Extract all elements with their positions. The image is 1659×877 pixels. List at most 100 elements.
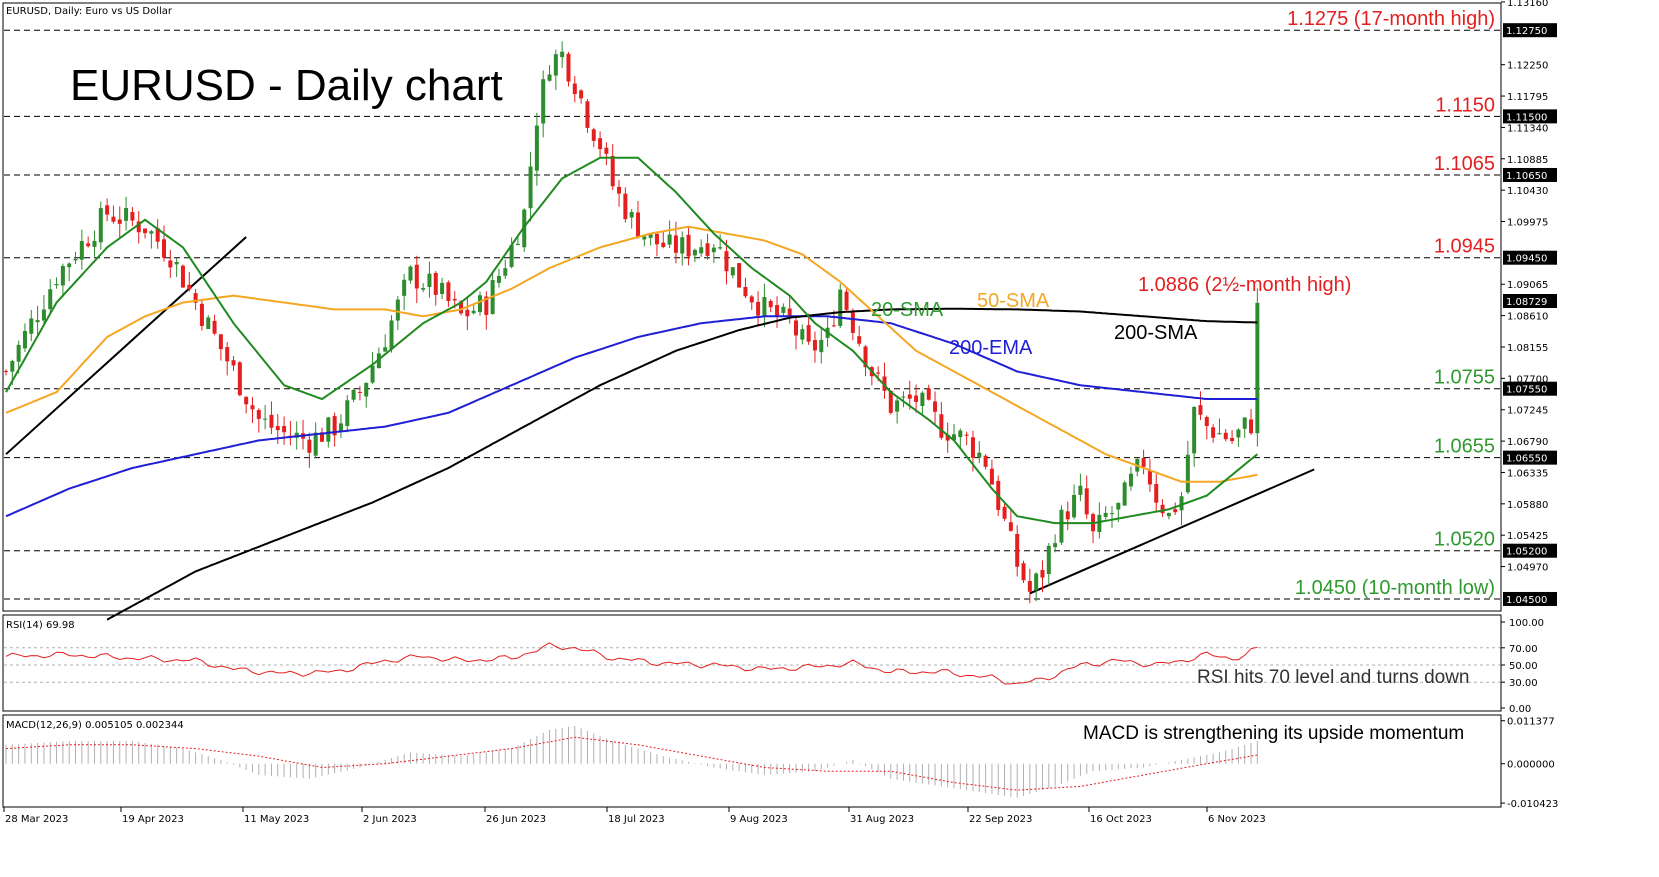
candle-body: [35, 320, 40, 323]
candle-body: [307, 439, 312, 453]
price-tick-label: 1.11795: [1507, 92, 1548, 103]
candle-body: [636, 212, 640, 238]
candle-body: [345, 400, 350, 427]
rsi-tick-label: 50.00: [1509, 661, 1538, 672]
candle-body: [471, 310, 476, 314]
level-axis-label: 1.12750: [1506, 26, 1547, 37]
main-panel-frame: [2, 2, 1502, 612]
level-axis-box: [1503, 250, 1557, 265]
rsi-indicator: 100.00 70.00 50.00 30.00 0.00: [4, 618, 1544, 715]
candle-body: [775, 305, 780, 317]
candle-body: [1072, 494, 1077, 518]
candle-body: [888, 390, 893, 413]
candle-body: [970, 437, 975, 458]
candle-body: [844, 291, 849, 310]
candle-body: [882, 376, 887, 391]
sma20-label: 20-SMA: [871, 299, 944, 321]
level-label: 1.0755: [1434, 367, 1495, 389]
candle-body: [1211, 427, 1216, 438]
candle-body: [218, 334, 223, 350]
candle-body: [105, 205, 110, 215]
candle-body: [895, 400, 900, 412]
date-axis: 28 Mar 2023 19 Apr 2023 11 May 2023 2 Jun 2…: [3, 807, 1266, 825]
level-axis-box: [1503, 543, 1557, 558]
price-tick-label: 1.09065: [1507, 280, 1548, 291]
candle-body: [610, 155, 615, 187]
date-tick-label: 16 Oct 2023: [1090, 814, 1152, 825]
candle-body: [1084, 488, 1089, 515]
candle-body: [275, 426, 280, 431]
candle-body: [1147, 470, 1152, 485]
level-axis-label: 1.04500: [1506, 595, 1547, 606]
level-axis-box: [1503, 167, 1557, 182]
candle-body: [73, 258, 78, 261]
candle-body: [421, 288, 426, 290]
candle-body: [465, 309, 470, 317]
candle-body: [357, 391, 362, 393]
price-tick-label: 1.05880: [1507, 500, 1548, 511]
trendlines: [5, 236, 1315, 595]
candle-body: [1173, 509, 1178, 513]
price-tick-label: 1.10430: [1507, 186, 1548, 197]
candle-body: [1255, 302, 1260, 434]
candle-body: [231, 360, 236, 366]
candle-body: [800, 329, 805, 340]
candle-body: [1002, 506, 1007, 519]
candle-body: [1242, 417, 1247, 429]
sma200-line: [106, 307, 1258, 621]
price-tick-label: 1.04970: [1507, 563, 1548, 574]
candle-body: [383, 347, 388, 352]
level-axis-label: 1.10650: [1506, 171, 1547, 182]
candle-body: [541, 79, 546, 124]
candle-body: [718, 247, 723, 249]
candle-body: [724, 251, 729, 272]
level-label: 1.1065: [1434, 153, 1495, 175]
date-tick-label: 2 Jun 2023: [363, 814, 417, 825]
date-tick-label: 11 May 2023: [244, 814, 309, 825]
level-axis-label: 1.07550: [1506, 385, 1547, 396]
candle-body: [560, 51, 565, 58]
macd-note: MACD is strengthening its upside momentu…: [1083, 723, 1464, 744]
date-tick-label: 6 Nov 2023: [1208, 814, 1266, 825]
candle-body: [566, 53, 571, 82]
candle-body: [427, 273, 432, 288]
candle-body: [86, 243, 91, 247]
candle-body: [338, 423, 343, 432]
candle-body: [1097, 514, 1102, 533]
candle-body: [395, 299, 400, 321]
candle-body: [124, 208, 129, 221]
candle-body: [964, 434, 969, 436]
candle-body: [370, 365, 375, 383]
candle-body: [313, 432, 318, 456]
candle-body: [503, 268, 508, 276]
candle-body: [199, 303, 204, 327]
chart-title: EURUSD - Daily chart: [70, 61, 503, 110]
price-tick-label: 1.08155: [1507, 343, 1548, 354]
candle-body: [1034, 573, 1039, 591]
candle-body: [920, 392, 925, 406]
price-tick-label: 1.07245: [1507, 406, 1548, 417]
candle-body: [22, 330, 27, 349]
price-tick-label: 1.06335: [1507, 468, 1548, 479]
rsi-panel-frame: [2, 614, 1502, 712]
candle-body: [433, 272, 438, 295]
candle-body: [320, 432, 324, 442]
candle-body: [149, 231, 154, 234]
candle-body: [939, 414, 944, 438]
candle-body: [446, 282, 451, 301]
candle-body: [402, 279, 407, 296]
candle-body: [699, 247, 704, 254]
ema200-label: 200-EMA: [949, 337, 1033, 359]
candle-body: [1027, 580, 1032, 592]
price-tick-label: 1.10885: [1507, 155, 1548, 166]
candle-body: [187, 284, 192, 290]
candle-body: [654, 233, 659, 245]
candle-body: [781, 306, 786, 313]
candle-body: [29, 318, 34, 334]
candle-body: [730, 267, 735, 276]
candle-body: [1198, 405, 1203, 415]
macd-tick-label: 0.000000: [1507, 760, 1555, 771]
date-tick-label: 31 Aug 2023: [850, 814, 914, 825]
candle-body: [440, 282, 445, 294]
candle-body: [989, 468, 994, 485]
